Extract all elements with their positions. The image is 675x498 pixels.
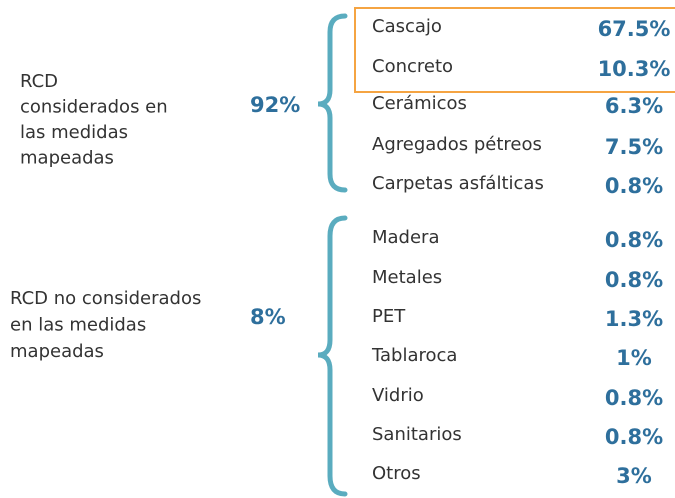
group-label: en las medidas <box>10 315 146 336</box>
item-name: PET <box>372 306 406 327</box>
item-value: 7.5% <box>605 135 663 159</box>
item-value: 1.3% <box>605 307 663 331</box>
item-value: 1% <box>616 346 652 370</box>
brace <box>317 215 348 497</box>
brace <box>317 13 348 193</box>
group-label: mapeadas <box>10 341 104 362</box>
item-value: 0.8% <box>605 268 663 292</box>
group-label: RCD <box>20 71 58 92</box>
item-name: Tablaroca <box>371 345 457 366</box>
item-name: Carpetas asfálticas <box>372 173 544 194</box>
group-label: mapeadas <box>20 148 114 169</box>
item-value: 67.5% <box>598 17 671 41</box>
item-value: 10.3% <box>598 57 671 81</box>
item-name: Cerámicos <box>372 93 467 114</box>
group-total: 8% <box>250 305 286 329</box>
item-name: Vidrio <box>372 385 424 406</box>
group-label: las medidas <box>20 122 128 143</box>
item-name: Cascajo <box>372 16 442 37</box>
item-value: 3% <box>616 464 652 488</box>
item-name: Concreto <box>372 56 453 77</box>
group-total: 92% <box>250 93 300 117</box>
item-name: Otros <box>372 463 421 484</box>
item-name: Metales <box>372 267 442 288</box>
highlight-box <box>354 7 675 93</box>
item-value: 0.8% <box>605 228 663 252</box>
item-name: Sanitarios <box>372 424 462 445</box>
item-value: 0.8% <box>605 386 663 410</box>
group-label: considerados en <box>20 97 168 118</box>
item-value: 0.8% <box>605 425 663 449</box>
item-value: 6.3% <box>605 94 663 118</box>
item-name: Agregados pétreos <box>372 134 542 155</box>
item-name: Madera <box>372 227 440 248</box>
item-value: 0.8% <box>605 174 663 198</box>
group-label: RCD no considerados <box>10 288 201 309</box>
